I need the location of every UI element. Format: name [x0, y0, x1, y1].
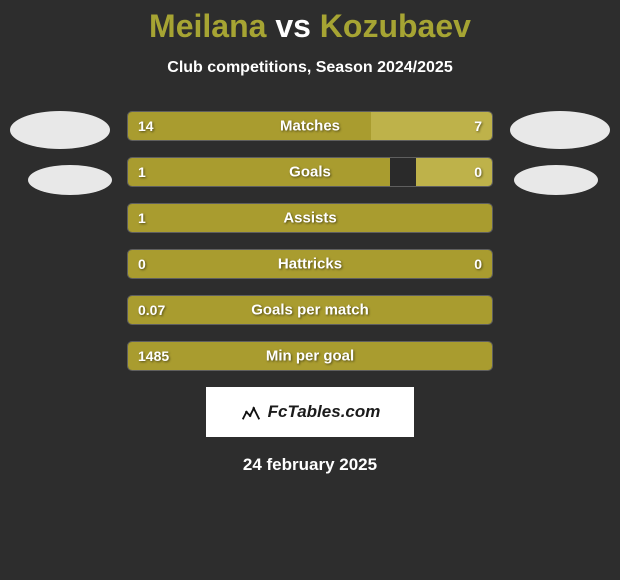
stat-row: Assists1 — [127, 203, 493, 233]
title-vs: vs — [275, 8, 311, 44]
stat-value-right: 7 — [474, 118, 482, 134]
stat-row: Goals1 0 — [127, 157, 493, 187]
stat-value-left: 1485 — [138, 348, 169, 364]
stat-label: Min per goal — [128, 348, 492, 365]
stat-row: Matches14 7 — [127, 111, 493, 141]
stat-value-left: 1 — [138, 164, 146, 180]
brand-text: FcTables.com — [268, 402, 381, 422]
title-player1: Meilana — [149, 8, 266, 44]
stat-value-right: 0 — [474, 164, 482, 180]
title-player2: Kozubaev — [320, 8, 471, 44]
stat-row: Min per goal1485 — [127, 341, 493, 371]
stat-row: Goals per match0.07 — [127, 295, 493, 325]
stats-area: Matches147Goals10Assists1Hattricks00Goal… — [0, 111, 620, 371]
stat-label: Assists — [128, 210, 492, 227]
stat-value-left: 0.07 — [138, 302, 165, 318]
stat-label: Matches — [128, 118, 492, 135]
stat-label: Goals per match — [128, 302, 492, 319]
title: Meilana vs Kozubaev — [0, 8, 620, 45]
stat-value-left: 0 — [138, 256, 146, 272]
brand-badge: FcTables.com — [206, 387, 414, 437]
stat-label: Goals — [128, 164, 492, 181]
subtitle: Club competitions, Season 2024/2025 — [0, 59, 620, 77]
infographic-root: Meilana vs Kozubaev Club competitions, S… — [0, 0, 620, 475]
stat-row: Hattricks0 0 — [127, 249, 493, 279]
generated-date: 24 february 2025 — [0, 455, 620, 475]
brand-logo-icon — [240, 401, 262, 423]
player2-avatar-shadow — [514, 165, 598, 195]
player2-avatar-placeholder — [510, 111, 610, 149]
player1-avatar-placeholder — [10, 111, 110, 149]
stat-value-left: 14 — [138, 118, 154, 134]
stat-label: Hattricks — [128, 256, 492, 273]
stat-value-right: 0 — [474, 256, 482, 272]
stat-value-left: 1 — [138, 210, 146, 226]
player1-avatar-shadow — [28, 165, 112, 195]
